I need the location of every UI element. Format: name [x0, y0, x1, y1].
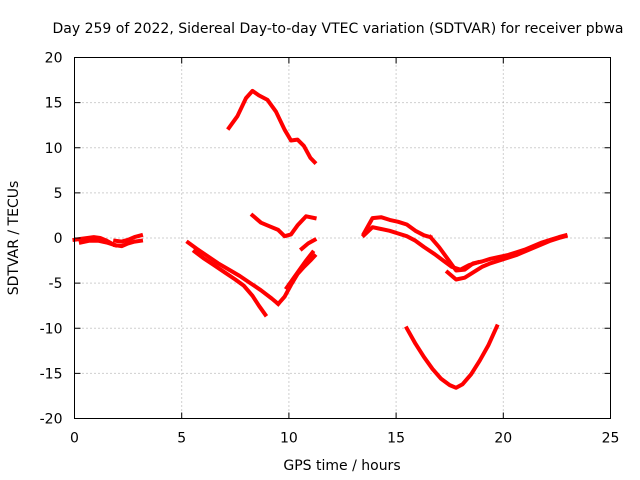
y-tick-label: 20 [45, 51, 63, 67]
x-tick-label: 15 [387, 431, 405, 447]
series-line-arc-11 [249, 212, 317, 239]
series-line-arc-5 [185, 239, 282, 307]
chart-title: Day 259 of 2022, Sidereal Day-to-day VTE… [52, 21, 623, 37]
series-line-arc-9 [298, 237, 318, 252]
x-axis-label: GPS time / hours [283, 458, 400, 474]
series-line-arc-15 [444, 233, 568, 282]
y-tick-label: 5 [54, 186, 63, 202]
series-line-arc-4 [112, 238, 144, 249]
series-group [72, 88, 568, 390]
y-axis-label: SDTVAR / TECUs [6, 181, 22, 296]
series-line-arc-3 [112, 232, 144, 244]
series-line-arc-2 [78, 238, 118, 248]
x-tick-label: 10 [280, 431, 298, 447]
y-tick-label: -5 [49, 276, 63, 292]
y-tick-label: 10 [45, 141, 63, 157]
x-tick-label: 0 [70, 431, 79, 447]
series-line-arc-6 [191, 248, 269, 318]
series-line-arc-12 [361, 215, 433, 240]
series-line-arc-8 [284, 249, 316, 291]
grid [74, 57, 611, 419]
x-tick-label: 5 [177, 431, 186, 447]
y-tick-label: -10 [40, 321, 63, 337]
series-line-arc-14 [427, 232, 568, 273]
x-tick-label: 20 [494, 431, 512, 447]
series-line-arc-10 [226, 88, 318, 166]
y-tick-label: -20 [40, 412, 63, 428]
axis-ticks: 0 5 10 15 20 25 -20 -15 -10 -5 0 5 10 15 20 [40, 51, 620, 447]
y-tick-label: 15 [45, 96, 63, 112]
series-line-arc-7 [275, 253, 318, 307]
series-line-arc-16 [404, 323, 500, 390]
y-tick-label: 0 [54, 231, 63, 247]
x-tick-label: 25 [602, 431, 620, 447]
y-tick-label: -15 [40, 366, 63, 382]
